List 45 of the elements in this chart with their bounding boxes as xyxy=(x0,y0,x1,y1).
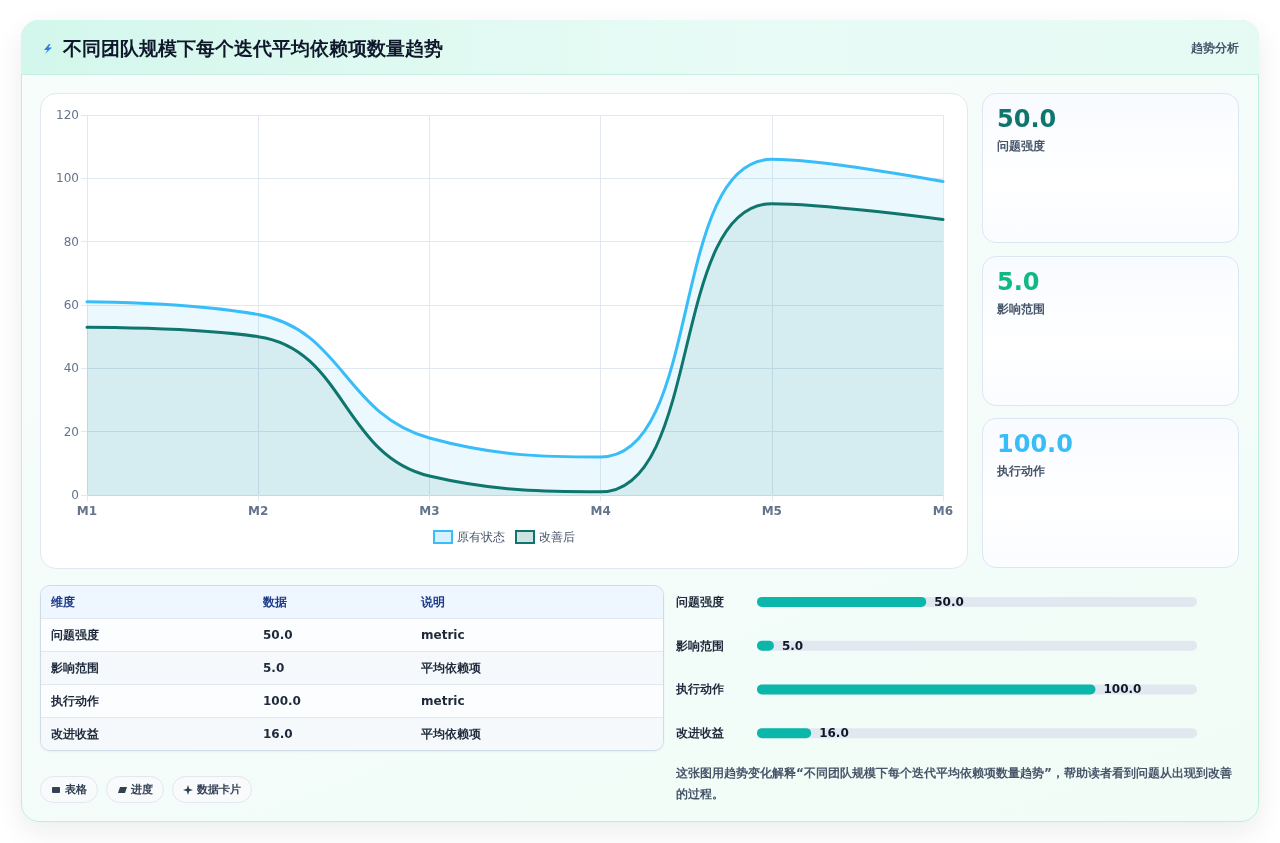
text: 表格 xyxy=(65,782,87,797)
y-tick-label: 0 xyxy=(71,488,79,502)
x-tick-label: M1 xyxy=(76,504,98,518)
text: 50.0 xyxy=(262,628,294,642)
text: 5.0 xyxy=(997,267,1040,296)
text: metric xyxy=(420,694,466,708)
y-tick-label: 120 xyxy=(56,108,79,122)
table-header: 维度 数据 说明 xyxy=(41,586,663,618)
x-tick-label: M3 xyxy=(419,504,440,518)
text: 这张图用趋势变化解释“不同团队规模下每个迭代平均依赖项数量趋势”，帮助读者看到问题从出现到改善的过程。 xyxy=(676,765,1233,803)
data-label: 16.0 xyxy=(819,726,849,741)
legend-label: 改善后 xyxy=(539,530,575,544)
text: 50.0 xyxy=(997,105,1057,133)
text: 执行动作 xyxy=(997,463,1045,480)
text: 不同团队规模下每个迭代平均依赖项数量趋势 xyxy=(63,36,443,61)
text: 平均依赖项 xyxy=(420,659,482,677)
y-tick-label: 60 xyxy=(63,298,79,312)
x-tick-label: M5 xyxy=(761,504,782,518)
x-tick-label: M4 xyxy=(590,504,611,518)
y-tick-label: 问题强度 xyxy=(676,594,724,609)
text: 进度 xyxy=(131,782,153,797)
text: 100.0 xyxy=(997,430,1073,458)
y-tick-label: 改进收益 xyxy=(676,726,724,741)
y-tick-label: 40 xyxy=(63,361,79,376)
text: 5.0 xyxy=(262,661,286,675)
x-tick-label: M2 xyxy=(248,504,269,518)
y-tick-label: 影响范围 xyxy=(675,638,724,653)
data-label: 100.0 xyxy=(1103,682,1142,697)
x-tick-label: M6 xyxy=(932,504,954,518)
y-tick-label: 80 xyxy=(63,234,79,249)
y-tick-label: 执行动作 xyxy=(675,682,724,697)
text: metric xyxy=(420,628,466,642)
y-tick-label: 100 xyxy=(56,171,79,186)
bar xyxy=(757,728,812,739)
text: 问题强度 xyxy=(997,138,1045,155)
text: 影响范围 xyxy=(997,300,1045,318)
text: 100.0 xyxy=(262,694,302,708)
data-label: 50.0 xyxy=(934,594,964,609)
text: 平均依赖项 xyxy=(420,725,482,743)
data-label: 5.0 xyxy=(781,638,804,653)
text: 16.0 xyxy=(262,727,294,741)
legend-label: 原有状态 xyxy=(457,530,505,544)
text: 数据卡片 xyxy=(197,782,241,797)
text: 趋势分析 xyxy=(1191,40,1239,57)
y-tick-label: 20 xyxy=(63,424,79,439)
